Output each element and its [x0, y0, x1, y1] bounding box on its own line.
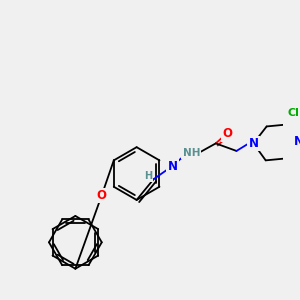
Text: O: O [222, 128, 232, 140]
Text: Cl: Cl [287, 107, 299, 118]
Text: H: H [144, 171, 152, 182]
Text: O: O [97, 189, 107, 202]
Text: N: N [167, 160, 177, 172]
Text: NH: NH [182, 148, 200, 158]
Text: N: N [248, 137, 259, 150]
Text: N: N [294, 135, 300, 148]
